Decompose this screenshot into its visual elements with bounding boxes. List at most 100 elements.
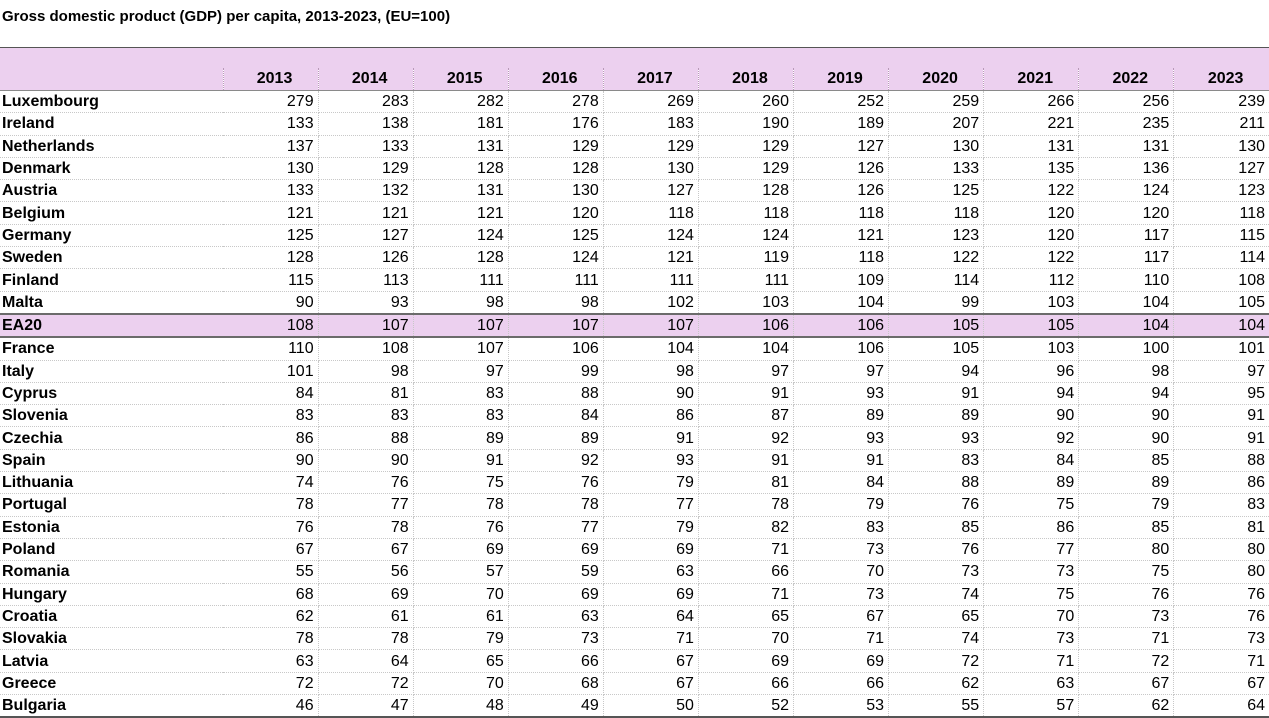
row-label: Italy (0, 360, 224, 383)
header-corner-cell (0, 68, 224, 91)
cell-value: 78 (698, 493, 794, 517)
cell-value: 76 (1173, 583, 1269, 606)
cell-value: 118 (793, 246, 890, 270)
table-row: Slovakia 78 78 79 73 71 70 71 74 73 71 73 (0, 627, 1269, 651)
cell-value: 67 (603, 672, 699, 696)
cell-value: 266 (983, 90, 1080, 114)
cell-value: 77 (603, 493, 699, 517)
cell-value: 108 (1173, 268, 1269, 292)
cell-value: 67 (1173, 672, 1269, 696)
cell-value: 103 (698, 291, 794, 315)
cell-value: 190 (698, 112, 794, 136)
cell-value: 127 (793, 135, 890, 158)
cell-value: 124 (508, 246, 604, 270)
cell-value: 118 (1173, 201, 1269, 225)
cell-value: 98 (603, 360, 699, 383)
column-header-2016: 2016 (507, 68, 604, 91)
cell-value: 131 (413, 179, 509, 203)
cell-value: 84 (223, 382, 319, 406)
cell-value: 91 (698, 449, 794, 473)
cell-value: 106 (698, 312, 794, 339)
cell-value: 111 (698, 268, 794, 292)
cell-value: 89 (1078, 471, 1175, 495)
cell-value: 125 (508, 224, 604, 248)
cell-value: 67 (223, 538, 319, 562)
cell-value: 124 (1078, 179, 1175, 203)
cell-value: 78 (223, 627, 319, 651)
cell-value: 53 (793, 694, 890, 718)
cell-value: 63 (603, 560, 699, 584)
cell-value: 129 (698, 157, 794, 181)
cell-value: 97 (1173, 360, 1269, 383)
cell-value: 46 (223, 694, 319, 718)
table-row: Austria 133 132 131 130 127 128 126 125 122 124 123 (0, 179, 1269, 203)
header-row: 2013 2014 2015 2016 2017 2018 2019 2020 2021 2022… (0, 68, 1269, 91)
cell-value: 239 (1173, 90, 1269, 114)
cell-value: 75 (1078, 560, 1175, 584)
table-row: Cyprus 84 81 83 88 90 91 93 91 94 94 95 (0, 382, 1269, 406)
cell-value: 64 (603, 605, 699, 629)
cell-value: 127 (318, 224, 414, 248)
cell-value: 259 (888, 90, 985, 114)
table-body: Luxembourg 279 283 282 278 269 260 252 259 266 256… (0, 90, 1269, 718)
cell-value: 127 (1173, 157, 1269, 181)
cell-value: 118 (698, 201, 794, 225)
cell-value: 112 (983, 268, 1080, 292)
cell-value: 137 (223, 135, 319, 158)
cell-value: 80 (1173, 538, 1269, 562)
cell-value: 130 (888, 135, 985, 158)
row-label: Denmark (0, 157, 224, 181)
cell-value: 111 (413, 268, 509, 292)
cell-value: 78 (508, 493, 604, 517)
cell-value: 90 (603, 382, 699, 406)
cell-value: 76 (413, 516, 509, 539)
cell-value: 80 (1078, 538, 1175, 562)
cell-value: 120 (508, 201, 604, 225)
cell-value: 69 (508, 583, 604, 606)
cell-value: 83 (413, 404, 509, 428)
column-header-2023: 2023 (1173, 68, 1269, 91)
cell-value: 104 (698, 337, 794, 361)
cell-value: 67 (793, 605, 890, 629)
cell-value: 79 (413, 627, 509, 651)
cell-value: 84 (983, 449, 1080, 473)
cell-value: 83 (223, 404, 319, 428)
cell-value: 70 (698, 627, 794, 651)
cell-value: 76 (318, 471, 414, 495)
cell-value: 133 (223, 179, 319, 203)
cell-value: 86 (223, 426, 319, 450)
table-row: Bulgaria 46 47 48 49 50 52 53 55 57 62 64 (0, 694, 1269, 718)
cell-value: 103 (983, 337, 1080, 361)
cell-value: 69 (603, 538, 699, 562)
row-label: Romania (0, 560, 224, 584)
cell-value: 115 (1173, 224, 1269, 248)
table-row: Netherlands 137 133 131 129 129 129 127 130 131 13… (0, 135, 1269, 158)
cell-value: 92 (983, 426, 1080, 450)
row-label: Cyprus (0, 382, 224, 406)
cell-value: 128 (698, 179, 794, 203)
cell-value: 85 (1078, 449, 1175, 473)
row-label: Belgium (0, 201, 224, 225)
table-title: Gross domestic product (GDP) per capita,… (2, 8, 451, 25)
cell-value: 90 (318, 449, 414, 473)
cell-value: 81 (698, 471, 794, 495)
cell-value: 52 (698, 694, 794, 718)
cell-value: 49 (508, 694, 604, 718)
table-row: Malta 90 93 98 98 102 103 104 99 103 104 105 (0, 291, 1269, 315)
table-row: Czechia 86 88 89 89 91 92 93 93 92 90 91 (0, 426, 1269, 450)
cell-value: 278 (508, 90, 604, 114)
cell-value: 87 (698, 404, 794, 428)
cell-value: 88 (888, 471, 985, 495)
cell-value: 82 (698, 516, 794, 539)
cell-value: 94 (983, 382, 1080, 406)
cell-value: 93 (603, 449, 699, 473)
cell-value: 126 (318, 246, 414, 270)
cell-value: 114 (888, 268, 985, 292)
cell-value: 96 (983, 360, 1080, 383)
cell-value: 86 (983, 516, 1080, 539)
cell-value: 269 (603, 90, 699, 114)
cell-value: 106 (793, 337, 890, 361)
cell-value: 61 (413, 605, 509, 629)
cell-value: 120 (983, 201, 1080, 225)
cell-value: 77 (508, 516, 604, 539)
